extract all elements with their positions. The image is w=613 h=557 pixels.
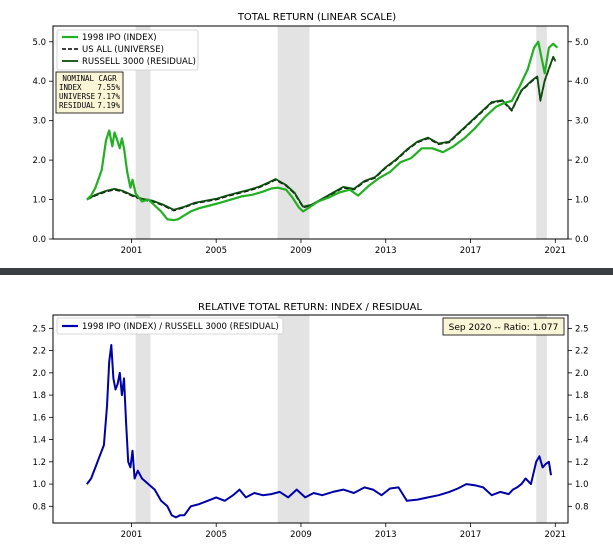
cagr-box: NOMINAL CAGR INDEX 7.55% UNIVERSE 7.17% … [55, 71, 124, 114]
y-tick-label-left: 2.5 [32, 324, 46, 334]
top-plot-frame [52, 25, 569, 240]
y-tick-label-right: 1.8 [575, 391, 589, 401]
series-line-ratio [86, 344, 552, 519]
y-tick-label-right: 0.0 [575, 235, 589, 245]
y-tick-label-right: 4.0 [575, 77, 589, 87]
x-tick-label: 2001 [121, 530, 143, 540]
y-tick-label-right: 2.0 [575, 369, 589, 379]
x-tick-label: 2009 [290, 530, 312, 540]
y-tick-label-left: 1.8 [32, 391, 46, 401]
y-tick-label-left: 2.0 [32, 369, 46, 379]
legend-label-index: 1998 IPO (INDEX) [82, 33, 157, 43]
ratio-annotation-frame [442, 317, 565, 336]
y-tick-label-left: 0.8 [32, 502, 46, 512]
top-panel: TOTAL RETURN (LINEAR SCALE) 2001 2005 2009… [32, 12, 588, 256]
x-tick-label: 2021 [544, 530, 566, 540]
top-recession-bands [135, 26, 547, 239]
y-tick-label-left: 1.2 [32, 458, 46, 468]
bottom-legend: 1998 IPO (INDEX) / RUSSELL 3000 (RESIDUA… [56, 317, 284, 335]
recession-band [536, 26, 547, 239]
cagr-title: NOMINAL CAGR [62, 74, 117, 83]
panel-divider [0, 268, 613, 275]
y-tick-label-right: 2.5 [575, 324, 589, 334]
x-tick-label: 2005 [205, 530, 227, 540]
series-line-index [86, 40, 559, 222]
y-tick-label-left: 1.0 [32, 480, 46, 490]
x-tick-label: 2017 [460, 530, 482, 540]
top-panel-title: TOTAL RETURN (LINEAR SCALE) [237, 12, 396, 23]
series-line-universe [86, 56, 556, 212]
ratio-annotation-text: Sep 2020 -- Ratio: 1.077 [449, 323, 559, 333]
y-tick-label-left: 4.0 [32, 77, 46, 87]
y-tick-label-right: 1.4 [575, 436, 589, 446]
y-tick-label-left: 2.0 [32, 156, 46, 166]
cagr-value-universe: 7.17% [97, 92, 120, 101]
y-tick-label-right: 1.0 [575, 196, 589, 206]
x-tick-label: 2009 [290, 246, 312, 256]
bottom-panel-title: RELATIVE TOTAL RETURN: INDEX / RESIDUAL [198, 302, 423, 313]
top-y-axis: 0.0 0.0 1.0 1.0 2.0 2.0 3.0 3.0 4.0 4.0 5.0 5.0 [32, 38, 588, 245]
y-tick-label-left: 1.6 [32, 413, 46, 423]
bottom-panel: RELATIVE TOTAL RETURN: INDEX / RESIDUAL … [32, 302, 588, 540]
recession-band [135, 315, 151, 523]
legend-label-ratio: 1998 IPO (INDEX) / RUSSELL 3000 (RESIDUA… [82, 322, 279, 332]
y-tick-label-right: 1.0 [575, 480, 589, 490]
x-tick-label: 2017 [460, 246, 482, 256]
cagr-label-universe: UNIVERSE [59, 92, 96, 101]
bottom-x-axis: 2001 2005 2009 2013 2017 2021 [121, 523, 566, 540]
recession-band [277, 26, 310, 239]
y-tick-label-right: 3.0 [575, 117, 589, 127]
bottom-plot-frame [52, 314, 569, 524]
x-tick-label: 2021 [544, 246, 566, 256]
cagr-value-index: 7.55% [97, 83, 120, 92]
cagr-label-residual: RESIDUAL [59, 101, 96, 110]
y-tick-label-right: 5.0 [575, 38, 589, 48]
top-series-lines [86, 40, 559, 222]
y-tick-label-right: 0.8 [575, 502, 589, 512]
y-tick-label-left: 3.0 [32, 117, 46, 127]
recession-band [536, 315, 547, 523]
bottom-y-axis: 0.8 0.8 1.0 1.0 1.2 1.2 1.4 1.4 1.6 1.6 1.8 1.8 2.0 2… [32, 324, 588, 512]
recession-band [277, 315, 310, 523]
bottom-legend-frame [56, 317, 284, 335]
cagr-box-frame [55, 71, 124, 114]
top-legend: 1998 IPO (INDEX) US ALL (UNIVERSE) RUSSE… [56, 29, 199, 71]
y-tick-label-left: 5.0 [32, 38, 46, 48]
legend-label-residual: RUSSELL 3000 (RESIDUAL) [82, 57, 196, 67]
recession-band [135, 26, 151, 239]
legend-label-universe: US ALL (UNIVERSE) [82, 45, 164, 55]
bottom-recession-bands [135, 315, 547, 523]
y-tick-label-left: 2.2 [32, 347, 46, 357]
cagr-value-residual: 7.19% [97, 101, 120, 110]
y-tick-label-right: 2.2 [575, 347, 589, 357]
y-tick-label-right: 1.2 [575, 458, 589, 468]
bottom-series-lines [86, 344, 552, 519]
x-tick-label: 2013 [375, 530, 397, 540]
x-tick-label: 2013 [375, 246, 397, 256]
x-tick-label: 2005 [205, 246, 227, 256]
y-tick-label-left: 1.4 [32, 436, 46, 446]
y-tick-label-right: 2.0 [575, 156, 589, 166]
series-line-residual [86, 55, 557, 211]
y-tick-label-left: 1.0 [32, 196, 46, 206]
x-tick-label: 2001 [121, 246, 143, 256]
ratio-annotation: Sep 2020 -- Ratio: 1.077 [442, 317, 565, 336]
top-legend-frame [56, 29, 199, 71]
y-tick-label-right: 1.6 [575, 413, 589, 423]
y-tick-label-left: 0.0 [32, 235, 46, 245]
top-x-axis: 2001 2005 2009 2013 2017 2021 [121, 239, 566, 256]
cagr-label-index: INDEX [59, 83, 82, 92]
